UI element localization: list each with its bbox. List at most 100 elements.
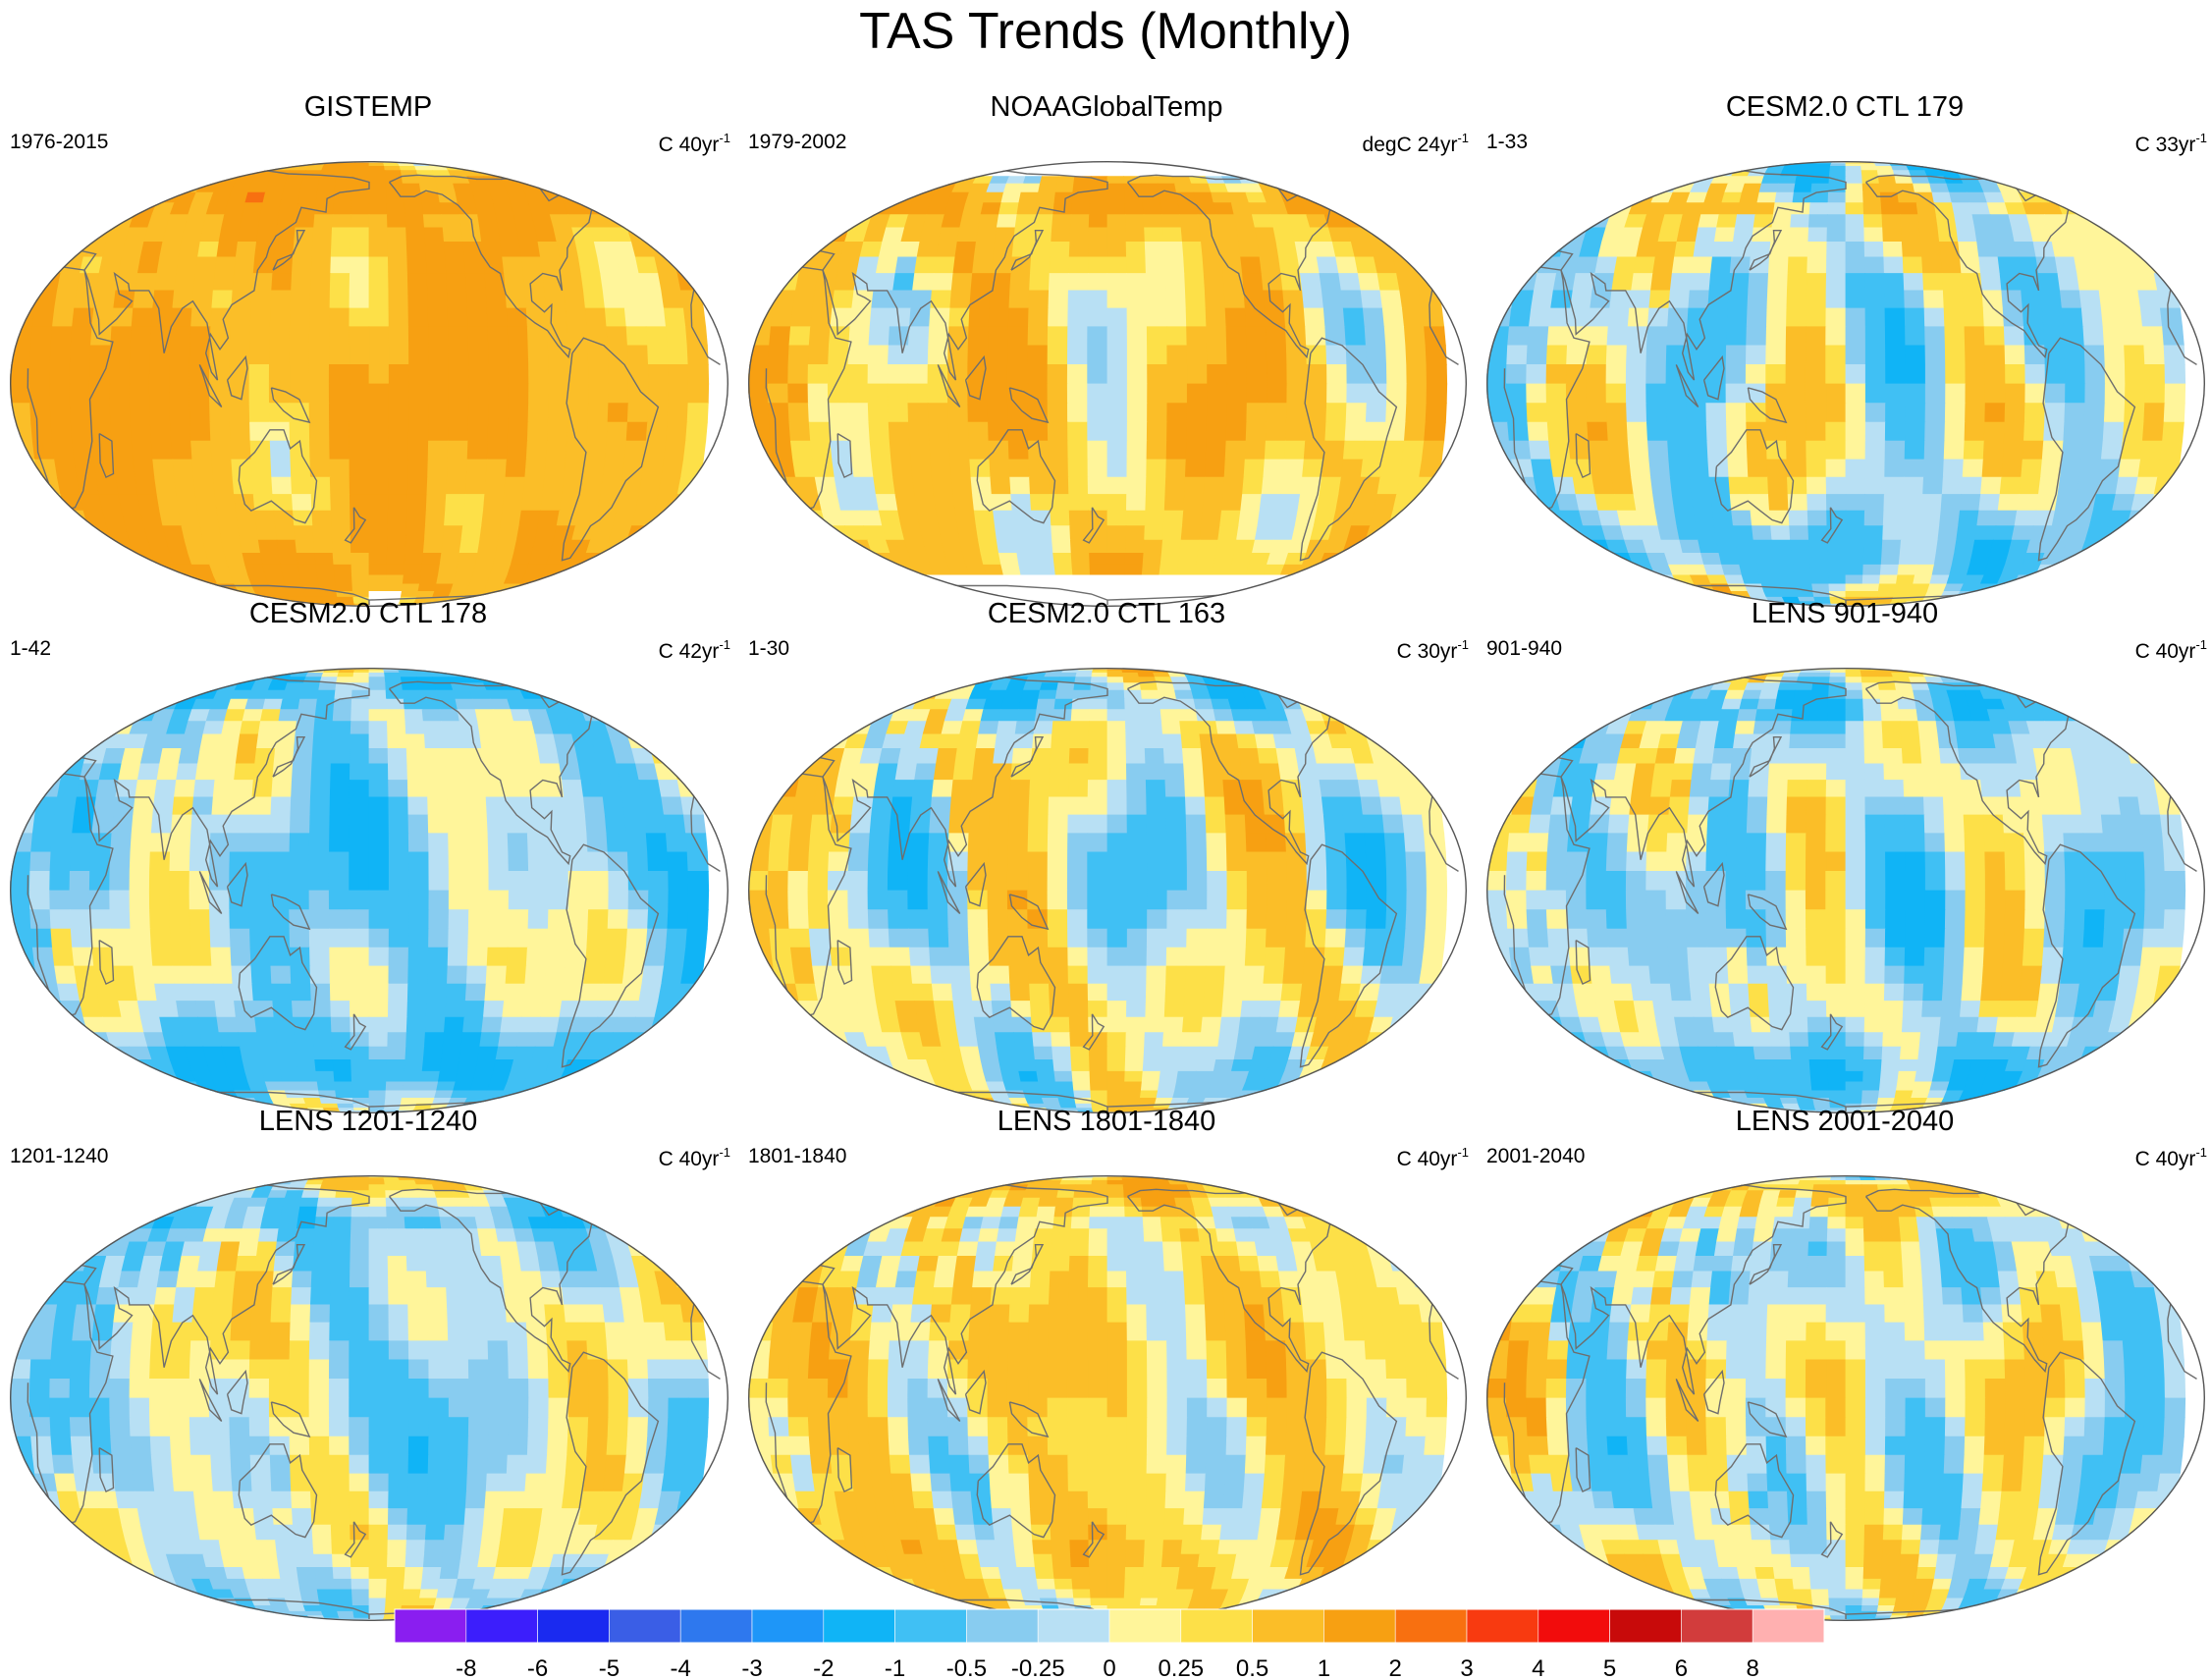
trend-cell [2103, 227, 2129, 243]
trend-cell [271, 983, 293, 1002]
trend-cell [292, 510, 314, 527]
trend-cell [1106, 273, 1128, 292]
trend-cell [1008, 290, 1031, 309]
trend-cell [458, 1046, 481, 1060]
trend-cell [621, 796, 645, 816]
trend-cell [335, 1090, 353, 1099]
trend-cell [479, 227, 502, 243]
trend-cell [156, 256, 180, 274]
trend-cell [799, 552, 826, 566]
trend-cell [330, 1001, 351, 1018]
trend-cell [184, 539, 207, 554]
trend-cell [888, 421, 910, 442]
trend-cell [368, 682, 387, 691]
trend-cell [404, 1058, 424, 1072]
trend-cell [1507, 326, 1530, 347]
trend-cell [212, 273, 235, 292]
trend-cell [1357, 273, 1381, 292]
trend-cell [2080, 539, 2105, 554]
trend-cell [441, 163, 462, 167]
trend-cell [686, 909, 709, 930]
trend-cell [351, 552, 370, 566]
trend-cell [614, 166, 639, 172]
trend-cell [626, 851, 649, 872]
trend-cell [1048, 476, 1070, 495]
trend-cell [131, 166, 157, 172]
trend-cell [1087, 326, 1108, 347]
trend-cell [309, 780, 332, 798]
trend-cell [446, 476, 467, 495]
trend-cell [587, 909, 610, 930]
trend-cell [2128, 552, 2154, 566]
trend-cell [61, 552, 87, 566]
trend-cell [2097, 183, 2124, 193]
trend-cell [1905, 345, 1926, 365]
trend-cell [401, 682, 420, 691]
trend-cell [907, 345, 930, 365]
trend-cell [109, 383, 131, 405]
trend-cell [388, 459, 409, 478]
trend-cell [160, 1081, 186, 1092]
trend-cell [1519, 552, 1546, 566]
trend-cell [443, 242, 465, 258]
trend-cell [1765, 326, 1787, 347]
trend-cell [154, 476, 178, 495]
trend-cell [486, 947, 509, 967]
trend-cell [1159, 202, 1181, 215]
trend-cell [630, 242, 656, 258]
trend-cell [54, 539, 81, 554]
trend-cell [51, 440, 76, 461]
trend-cell [492, 202, 514, 215]
trend-cell [1319, 273, 1342, 292]
trend-cell [132, 1090, 158, 1099]
trend-cell [1713, 162, 1734, 165]
trend-cell [160, 574, 186, 585]
trend-cell [1048, 290, 1069, 309]
trend-cell [1978, 494, 2001, 512]
trend-cell [1402, 525, 1428, 541]
trend-cell [512, 721, 536, 735]
trend-cell [2011, 227, 2034, 243]
trend-cell [1070, 552, 1091, 566]
trend-cell [388, 947, 409, 967]
trend-cell [776, 476, 800, 495]
trend-cell [178, 748, 201, 765]
trend-cell [1087, 273, 1108, 292]
coastline [2016, 164, 2106, 193]
trend-cell [1718, 202, 1741, 215]
trend-cell [943, 170, 966, 178]
trend-cell [10, 870, 31, 892]
trend-cell [2116, 539, 2142, 554]
trend-cell [1864, 326, 1886, 347]
trend-cell [189, 421, 212, 442]
trend-cell [2140, 525, 2166, 541]
trend-cell [462, 1016, 484, 1034]
trend-cell [192, 669, 214, 672]
trend-cell [1124, 564, 1144, 576]
trend-cell [2041, 440, 2065, 461]
trend-cell [2005, 363, 2026, 385]
trend-cell [921, 583, 945, 592]
trend-cell [431, 677, 452, 684]
trend-cell [1599, 170, 1626, 178]
trend-cell [2092, 552, 2119, 566]
trend-cell [1560, 166, 1587, 172]
trend-cell [351, 1070, 370, 1083]
trend-cell [1124, 202, 1145, 215]
map-border [10, 161, 728, 607]
trend-cell [2089, 583, 2117, 592]
trend-cell [647, 870, 670, 892]
trend-cell [1693, 510, 1715, 527]
trend-cell [388, 326, 409, 347]
trend-cell [2032, 510, 2056, 527]
trend-cell [443, 510, 465, 527]
trend-cell [1605, 383, 1627, 405]
trend-cell [259, 202, 282, 215]
trend-cell [1069, 214, 1091, 229]
trend-cell [448, 421, 469, 442]
trend-cell [566, 673, 593, 678]
trend-cell [1087, 459, 1108, 478]
trend-cell [604, 539, 628, 554]
trend-cell [311, 242, 333, 258]
trend-cell [1700, 202, 1723, 215]
